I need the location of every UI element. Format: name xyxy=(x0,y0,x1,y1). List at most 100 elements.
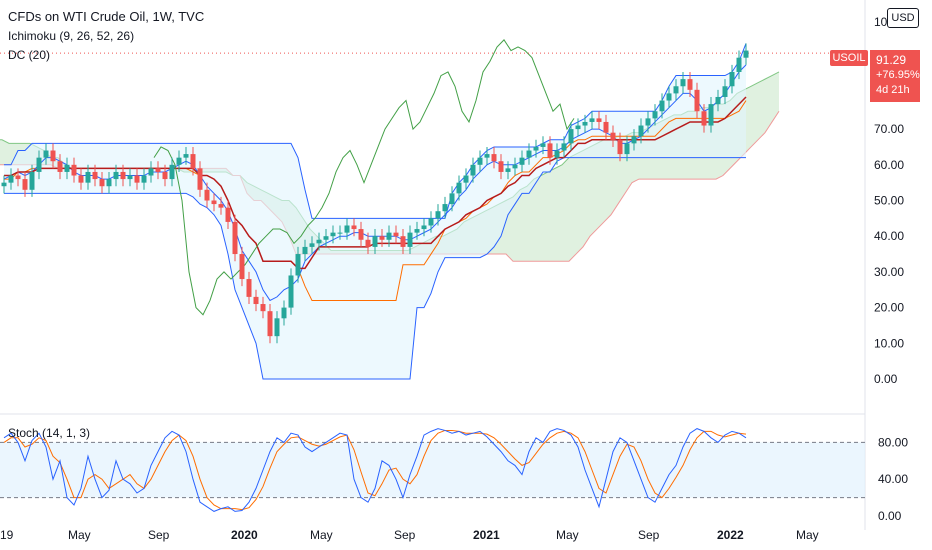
candle-body xyxy=(743,50,749,58)
candle-body xyxy=(568,129,574,144)
time-tick-label: May xyxy=(796,528,819,542)
price-tick-label: 20.00 xyxy=(874,301,904,315)
candle-body xyxy=(673,86,679,94)
price-tick-label: 10.00 xyxy=(874,336,904,350)
candle-body xyxy=(414,229,420,233)
donchian-channel-fill xyxy=(4,43,746,380)
candle-body xyxy=(582,121,588,126)
candle-body xyxy=(386,232,392,240)
candle-body xyxy=(50,150,56,162)
candle-body xyxy=(456,182,462,194)
candle-body xyxy=(631,136,637,144)
candle-body xyxy=(498,161,504,172)
candle-body xyxy=(232,221,238,255)
candle-body xyxy=(407,232,413,247)
candle-body xyxy=(127,175,133,180)
price-tick-label: 60.00 xyxy=(874,158,904,172)
candle-body xyxy=(141,175,147,183)
time-tick-label: 19 xyxy=(0,528,14,542)
candle-body xyxy=(162,171,168,180)
candlesticks xyxy=(1,43,749,344)
candle-body xyxy=(29,171,35,190)
stoch-tick-label: 0.00 xyxy=(878,509,902,523)
time-tick-label: Sep xyxy=(638,528,660,542)
candle-body xyxy=(533,146,539,151)
grid-lines xyxy=(0,0,866,530)
candle-body xyxy=(1,182,7,187)
price-tick-label: 40.00 xyxy=(874,229,904,243)
time-tick-label: May xyxy=(556,528,579,542)
candle-body xyxy=(421,225,427,230)
candle-body xyxy=(484,154,490,158)
candle-body xyxy=(575,125,581,130)
candle-body xyxy=(715,96,721,105)
dc-upper-line xyxy=(4,43,747,219)
stoch-legend: Stoch (14, 1, 3) xyxy=(8,426,91,440)
candle-body xyxy=(106,179,112,187)
currency-button[interactable]: USD xyxy=(887,8,919,28)
candle-body xyxy=(267,311,273,337)
candle-body xyxy=(323,236,329,240)
candle-body xyxy=(351,225,357,230)
candle-body xyxy=(330,232,336,237)
candle-body xyxy=(337,232,343,234)
candle-body xyxy=(64,164,70,172)
candle-body xyxy=(477,157,483,165)
candle-body xyxy=(393,232,399,237)
candle-body xyxy=(400,236,406,247)
price-tick-label: 70.00 xyxy=(874,122,904,136)
candle-body xyxy=(526,150,532,158)
cloud-area xyxy=(0,71,779,262)
time-tick-label: Sep xyxy=(394,528,416,542)
candle-body xyxy=(449,193,455,205)
candle-body xyxy=(687,79,693,90)
percent-change: +76.95% xyxy=(876,69,920,81)
chart-title: CFDs on WTI Crude Oil, 1W, TVC xyxy=(8,9,205,24)
candle-body xyxy=(169,164,175,180)
time-tick-label: May xyxy=(310,528,333,542)
candle-body xyxy=(491,154,497,162)
price-tick-label: 0.00 xyxy=(874,372,898,386)
candle-body xyxy=(512,164,518,169)
candle-body xyxy=(519,157,525,165)
candle-body xyxy=(218,204,224,208)
time-tick-label: 2020 xyxy=(231,528,258,542)
candle-body xyxy=(589,118,595,122)
candle-body xyxy=(463,175,469,183)
candle-body xyxy=(624,143,630,155)
candle-body xyxy=(274,318,280,337)
candle-body xyxy=(183,154,189,158)
candle-body xyxy=(36,157,42,172)
candle-body xyxy=(652,111,658,119)
dc-lower-line xyxy=(4,157,746,380)
candle-body xyxy=(148,168,154,176)
candle-body xyxy=(708,104,714,126)
candle-body xyxy=(638,125,644,137)
ichimoku-legend: Ichimoku (9, 26, 52, 26) xyxy=(8,29,135,43)
candle-body xyxy=(57,161,63,172)
time-tick-label: 2022 xyxy=(717,528,744,542)
time-tick-label: 2021 xyxy=(473,528,500,542)
candle-body xyxy=(617,139,623,155)
candle-body xyxy=(729,71,735,87)
candle-body xyxy=(92,171,98,180)
symbol-price-label: USOIL xyxy=(830,50,868,66)
time-tick-label: Sep xyxy=(148,528,170,542)
chikou-line xyxy=(153,39,575,316)
candle-body xyxy=(540,143,546,147)
candle-body xyxy=(204,189,210,201)
stochastic-pane xyxy=(0,428,865,512)
candle-body xyxy=(344,225,350,233)
last-price: 91.29 xyxy=(876,53,907,67)
dc-fill xyxy=(4,43,746,380)
candle-body xyxy=(442,204,448,212)
candle-body xyxy=(211,200,217,205)
candle-body xyxy=(8,175,14,183)
candle-body xyxy=(666,93,672,101)
stoch-tick-label: 40.00 xyxy=(878,472,908,486)
candle-body xyxy=(561,143,567,151)
last-price-tag: 91.29 +76.95% 4d 21h xyxy=(870,50,920,102)
candle-body xyxy=(659,100,665,112)
donchian-legend: DC (20) xyxy=(8,48,51,62)
